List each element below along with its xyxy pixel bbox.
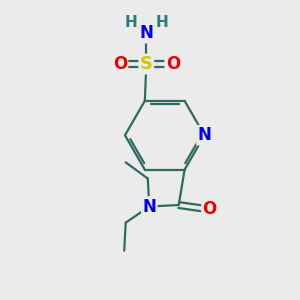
Text: N: N (197, 126, 212, 144)
Text: H: H (155, 15, 168, 30)
Text: O: O (202, 200, 217, 218)
Text: H: H (124, 15, 137, 30)
Text: N: N (140, 24, 153, 42)
Text: O: O (113, 55, 127, 73)
Text: O: O (166, 55, 180, 73)
Text: N: N (142, 197, 156, 215)
Text: S: S (140, 55, 153, 73)
